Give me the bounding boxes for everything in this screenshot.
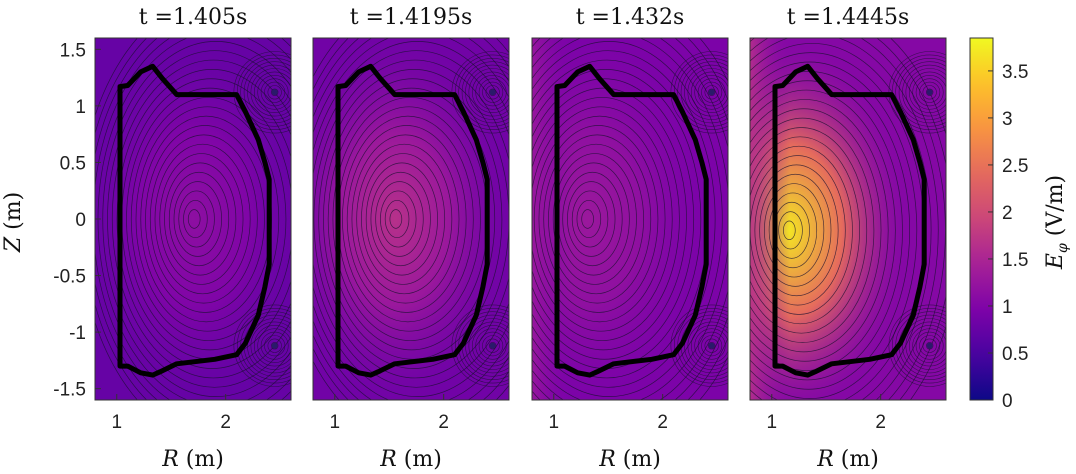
x-axis-label: R (m) <box>598 447 661 472</box>
axes-frame <box>531 37 729 401</box>
x-tick-label: 2 <box>657 412 668 433</box>
colorbar-tick-label: 3.5 <box>1002 62 1028 83</box>
y-tick-label: 0.5 <box>60 153 86 174</box>
x-tick-label: 1 <box>766 412 777 433</box>
panel-title: t =1.432s <box>576 5 685 30</box>
panel-2: t =1.4195s 1 2 R (m) <box>312 5 510 472</box>
x-tick-label: 2 <box>438 412 449 433</box>
x-tick-label: 2 <box>875 412 886 433</box>
colorbar-tick-label: 0 <box>1002 391 1013 412</box>
x-axis-label: R (m) <box>379 447 442 472</box>
vessel-outline <box>117 63 272 378</box>
colorbar-tick-label: 2.5 <box>1002 156 1028 177</box>
y-tick-label: -1 <box>69 323 86 344</box>
y-tick-label: 0 <box>75 210 86 231</box>
axis-labels: Z (m) Eφ (V/m) <box>1 175 1071 270</box>
panel-1: t =1.405s 1 2 R (m) 1.5 1 0.5 0 -0.5 -1 -1.5 <box>53 5 292 472</box>
panel-4: t =1.4445s 1 2 R (m) <box>749 5 947 472</box>
panel-title: t =1.4445s <box>787 5 910 30</box>
colorbar-tick-label: 1.5 <box>1002 250 1028 271</box>
y-tick-label: -1.5 <box>53 380 86 401</box>
x-tick-label: 1 <box>329 412 340 433</box>
colorbar-gradient <box>969 37 994 401</box>
field-peak <box>313 38 509 400</box>
colorbar-tick-label: 2 <box>1002 203 1013 224</box>
x-axis-label: R (m) <box>816 447 879 472</box>
x-tick-label: 1 <box>548 412 559 433</box>
panel-title: t =1.405s <box>139 5 248 30</box>
colorbar-tick-label: 1 <box>1002 297 1013 318</box>
field-peak <box>532 38 707 400</box>
y-axis-label: Z (m) <box>1 192 26 253</box>
vessel-outline <box>772 63 927 378</box>
panel-title: t =1.4195s <box>350 5 473 30</box>
x-tick-label: 2 <box>220 412 231 433</box>
axes-frame <box>312 37 510 401</box>
x-axis-label: R (m) <box>161 447 224 472</box>
x-tick-label: 1 <box>111 412 122 433</box>
y-tick-label: 1.5 <box>60 40 86 61</box>
field-peak <box>95 38 291 400</box>
y-tick-label: -0.5 <box>53 267 86 288</box>
colorbar-label: Eφ (V/m) <box>1043 175 1071 270</box>
vessel-outline <box>554 63 709 378</box>
flux-contours <box>95 38 291 400</box>
axes-frame <box>749 37 947 401</box>
y-tick-label: 1 <box>75 97 86 118</box>
flux-contours <box>532 38 728 400</box>
colorbar: 0 0.5 1 1.5 2 2.5 3 3.5 <box>969 37 1028 412</box>
colorbar-tick-label: 3 <box>1002 109 1013 130</box>
colorbar-tick-label: 0.5 <box>1002 344 1028 365</box>
vessel-outline <box>335 63 490 378</box>
panel-3: t =1.432s 1 2 R (m) <box>531 5 729 472</box>
